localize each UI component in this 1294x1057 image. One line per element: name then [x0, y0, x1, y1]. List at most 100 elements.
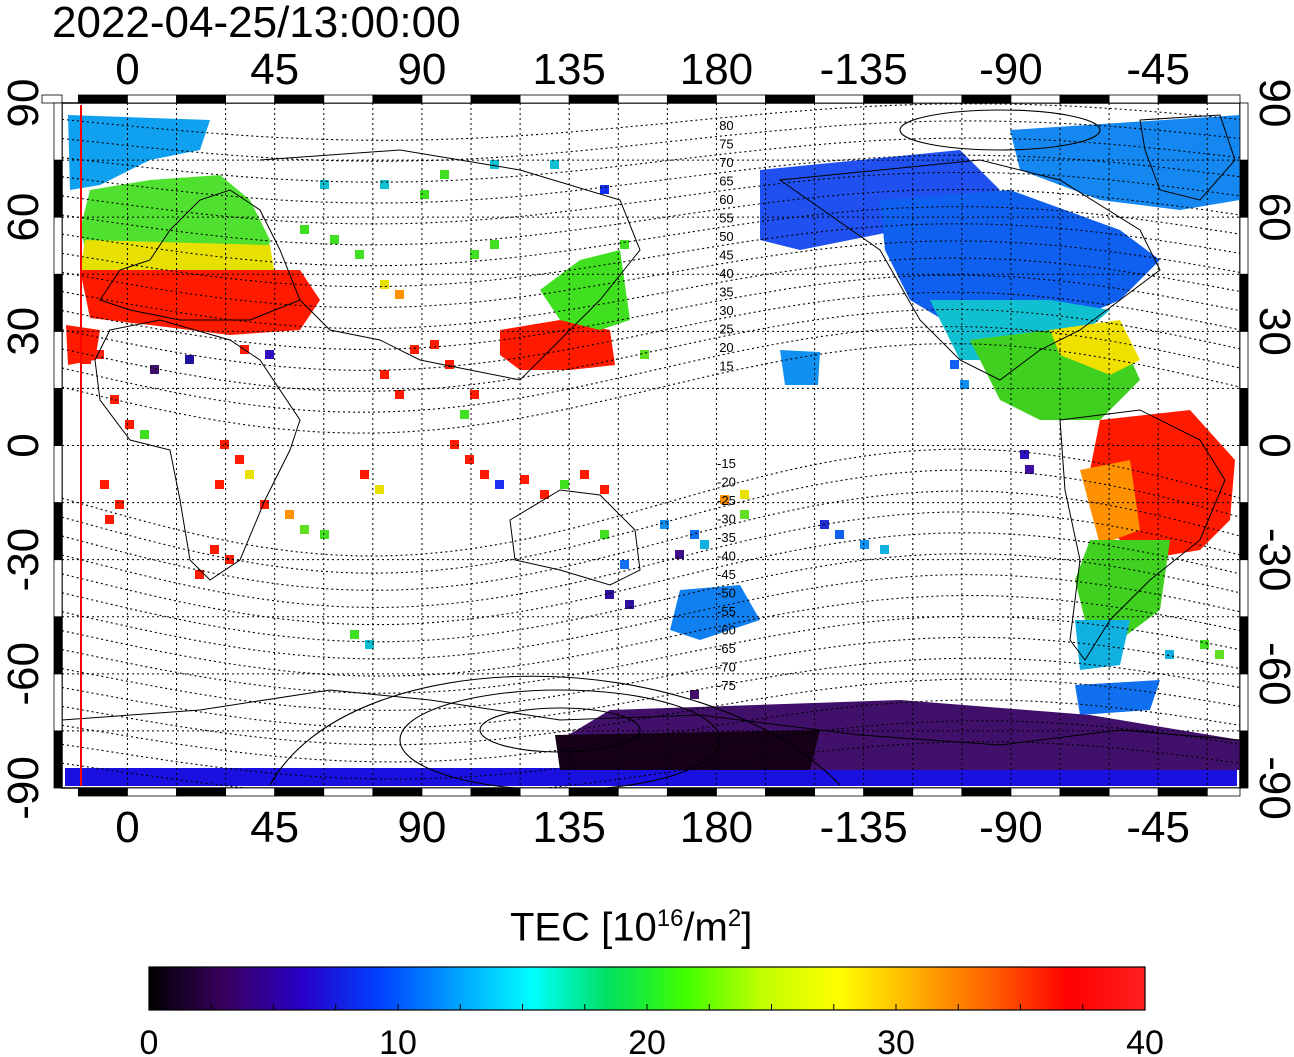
border-top-cell [470, 94, 521, 104]
colorbar-title-exp: 16 [656, 905, 684, 932]
border-right-cell [1239, 673, 1249, 732]
border-bottom-cell [274, 787, 325, 797]
border-top-cell [863, 94, 914, 104]
tec-regions [65, 115, 1240, 786]
bottom-lon-tick-label: -135 [820, 803, 908, 852]
tec-tile [470, 250, 479, 259]
border-top-cell [274, 94, 325, 104]
border-bottom-cell [1157, 787, 1208, 797]
tec-tile [1200, 640, 1209, 649]
geomag-label: 50 [719, 229, 733, 244]
border-bottom-cell [1010, 787, 1061, 797]
colorbar-title-main: TEC [10 [510, 905, 657, 950]
tec-tile [220, 440, 229, 449]
border-top-cell [1157, 94, 1208, 104]
tec-tile [625, 600, 634, 609]
tec-region-south-america-green [1075, 540, 1170, 640]
tec-tiles [75, 160, 1224, 729]
border-left-cell [53, 616, 63, 675]
border-left-cell [53, 673, 63, 732]
geomag-contour [62, 291, 1240, 371]
tec-tile [225, 555, 234, 564]
tec-region-arctic-america [1010, 115, 1240, 210]
border-bottom-cell [372, 787, 423, 797]
geomag-label: -40 [717, 549, 736, 564]
colorbar-tick-label: 30 [877, 1024, 915, 1057]
geomag-label: -70 [717, 660, 736, 675]
border-left-cell [53, 330, 63, 389]
border-top-cell [519, 94, 570, 104]
border-left-cell [53, 273, 63, 332]
tec-tile [420, 190, 429, 199]
top-lon-tick-label: 135 [532, 45, 605, 94]
border-bottom-cell [77, 787, 128, 797]
border-top-cell [912, 94, 963, 104]
border-top-cell [1059, 94, 1110, 104]
geomag-label: 55 [719, 211, 733, 226]
tec-region-europe-red [80, 270, 320, 335]
tec-tile [100, 480, 109, 489]
geomag-label: 20 [719, 340, 733, 355]
geomag-contour [62, 615, 1240, 694]
tec-tile [550, 160, 559, 169]
left-lat-tick-label: 0 [0, 433, 48, 457]
tec-region-new-zealand [670, 585, 760, 640]
bottom-lon-tick-label: 0 [115, 803, 139, 852]
bottom-lon-tick-label: -45 [1126, 803, 1190, 852]
tec-region-east-asia-red [500, 320, 615, 370]
border-right-cell [1239, 616, 1249, 675]
border-bottom-cell [863, 787, 914, 797]
tec-tile [580, 470, 589, 479]
geomag-label: -20 [717, 475, 736, 490]
tec-tile [1165, 650, 1174, 659]
border-bottom-cell [421, 787, 472, 797]
border-top-cell [1108, 94, 1159, 104]
tec-tile [960, 380, 969, 389]
border-top-cell [666, 94, 717, 104]
geomag-contour [62, 188, 1240, 246]
border-right-cell [1239, 273, 1249, 332]
tec-tile [395, 290, 404, 299]
geomag-label: -15 [717, 456, 736, 471]
geomag-label: -30 [717, 512, 736, 527]
tick-labels: 0 45 90 135 180 -135 -90 -45 0 45 90 135 180 -135 -90 -… [0, 45, 1294, 852]
border-bottom-cell [814, 787, 865, 797]
geomag-label: -35 [717, 530, 736, 545]
geomag-label: 45 [719, 248, 733, 263]
tec-tile [210, 545, 219, 554]
tec-tile [690, 690, 699, 699]
tec-tile [355, 250, 364, 259]
tec-tile [395, 390, 404, 399]
top-lon-tick-label: 45 [250, 45, 299, 94]
tec-tile [640, 350, 649, 359]
tec-tile [150, 365, 159, 374]
tec-tile [215, 480, 224, 489]
tec-tile [720, 495, 729, 504]
tec-tile [380, 370, 389, 379]
tec-tile [375, 485, 384, 494]
tec-tile [360, 470, 369, 479]
geomag-contour [62, 343, 1240, 434]
tec-tile [110, 395, 119, 404]
tec-tile [740, 510, 749, 519]
border-left-cell [53, 559, 63, 618]
tec-region-drake-blue [1075, 680, 1160, 715]
geomag-label: -45 [717, 567, 736, 582]
tec-tile [465, 455, 474, 464]
geomag-label: -55 [717, 604, 736, 619]
geomag-label: -75 [717, 678, 736, 693]
tec-tile [95, 350, 104, 359]
colorbar-ticks: 0 10 20 30 40 [140, 1004, 1164, 1057]
border-right-cell [1239, 502, 1249, 561]
border-left-cell [53, 445, 63, 503]
bottom-lon-tick-label: 135 [532, 803, 605, 852]
tec-tile [445, 360, 454, 369]
colorbar-tick-label: 0 [140, 1024, 159, 1057]
border-top-cell [1010, 94, 1061, 104]
border-bottom-cell [470, 787, 521, 797]
tec-region-europe-yellow [80, 240, 275, 275]
left-lat-tick-label: -30 [0, 528, 48, 592]
border-left-cell [53, 502, 63, 561]
coast-antarctica [62, 689, 1240, 746]
border-bottom-cell [1206, 787, 1241, 797]
